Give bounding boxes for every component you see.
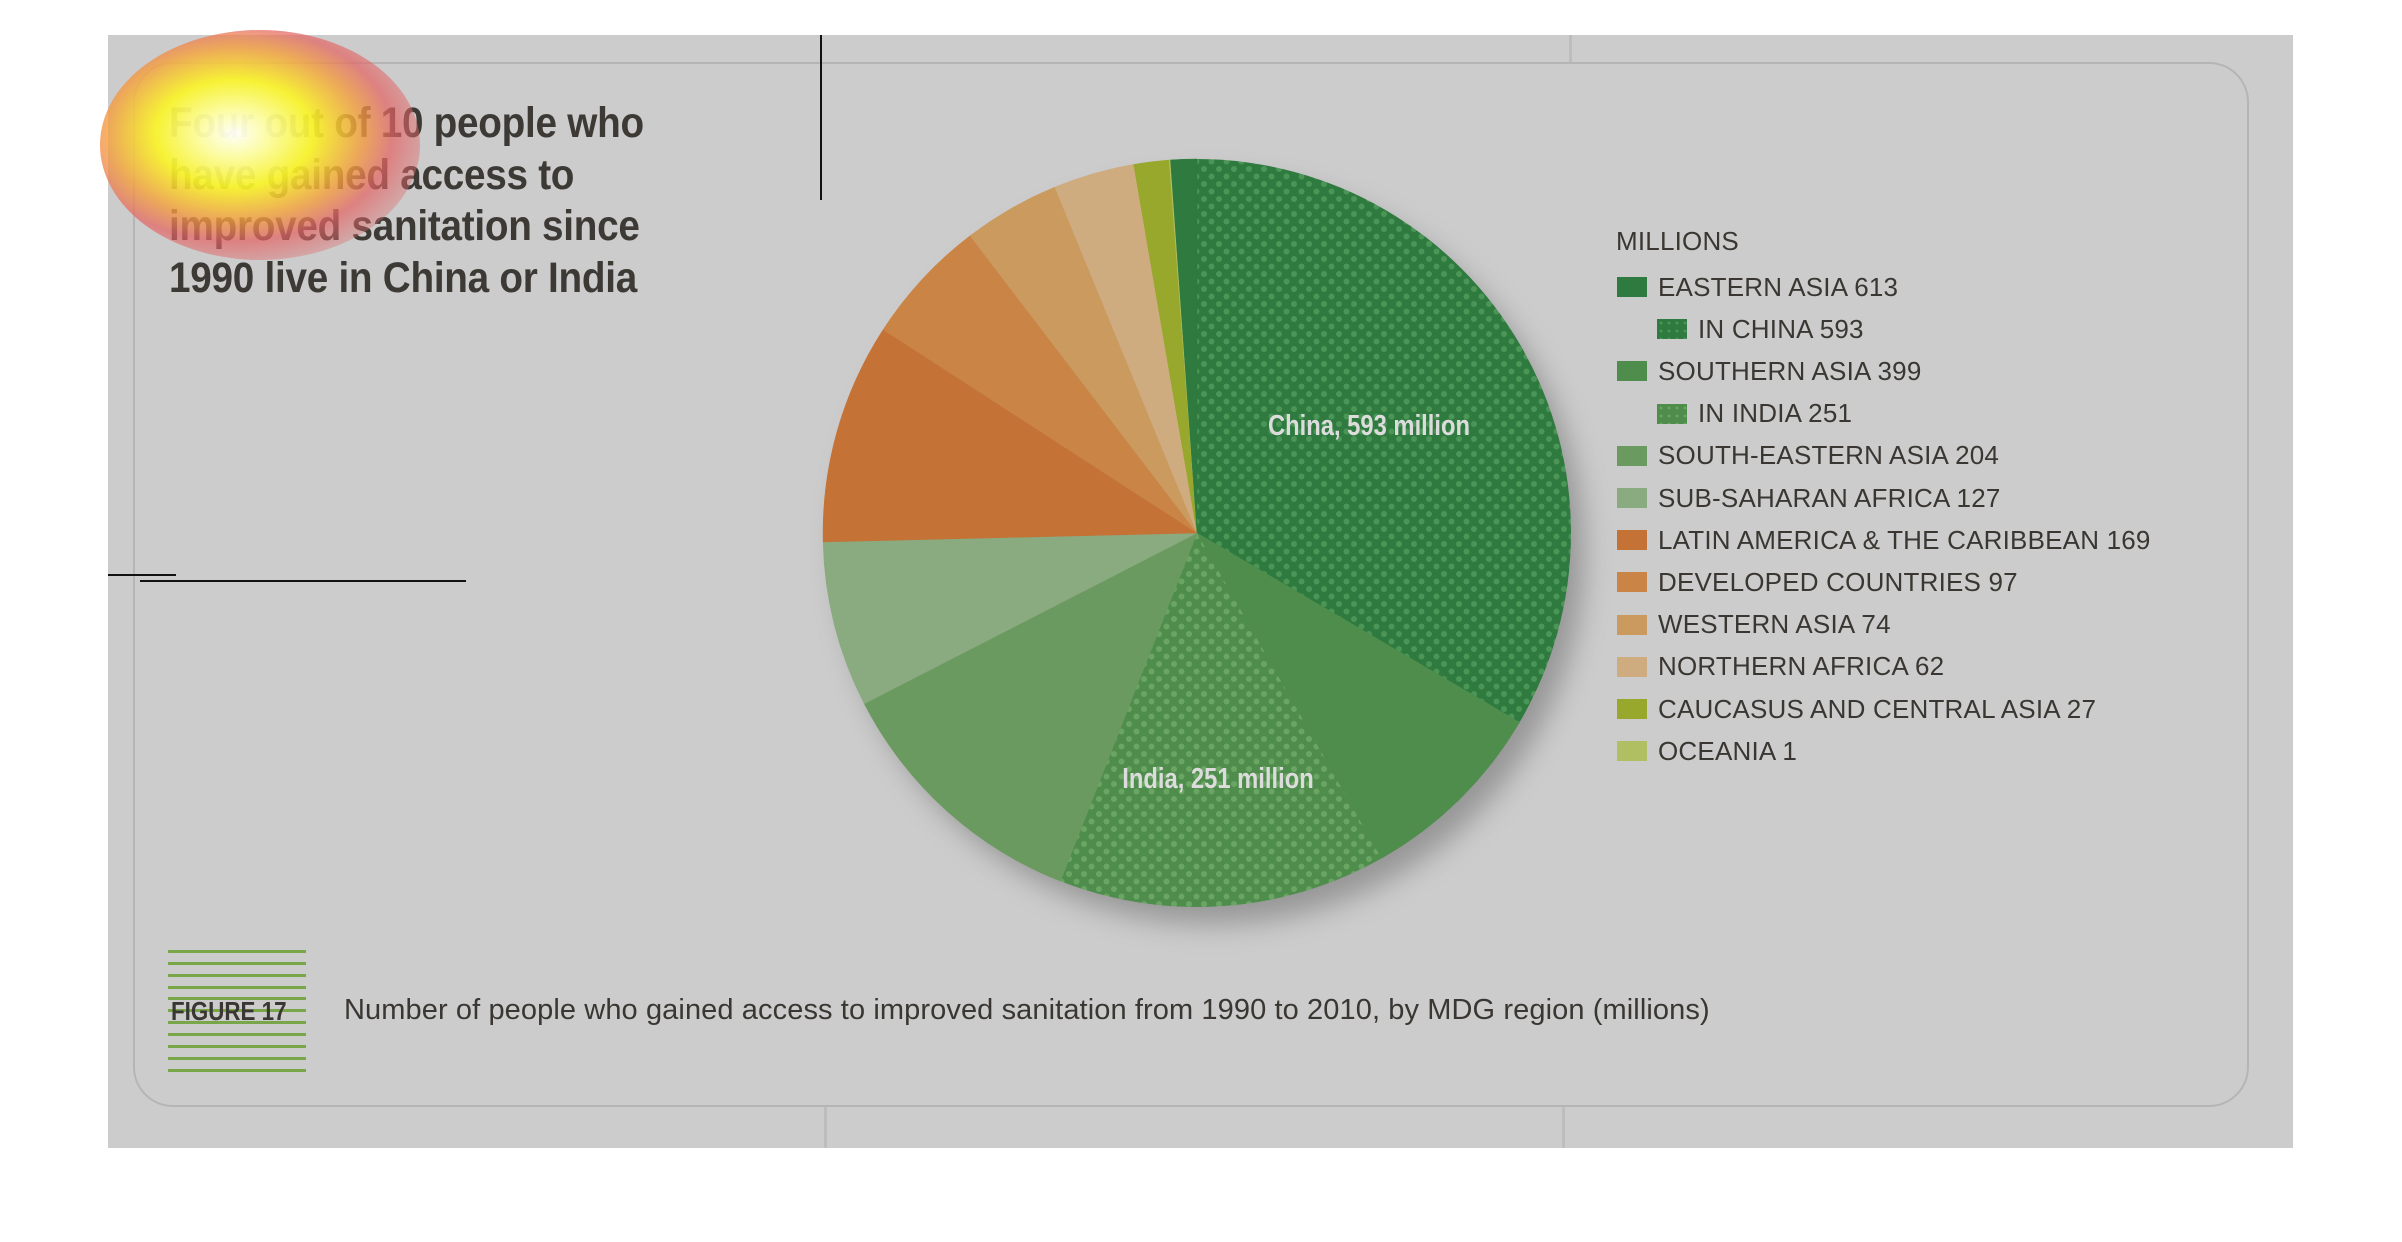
india-slice-label: India, 251 million — [1122, 762, 1313, 795]
figure-rule-line — [168, 1009, 306, 1013]
figure-caption: Number of people who gained access to im… — [344, 994, 1710, 1026]
legend-item: DEVELOPED COUNTRIES 97 — [1617, 567, 2018, 597]
legend-swatch — [1617, 488, 1647, 508]
pie-slice-china — [1197, 159, 1571, 723]
legend-label: NORTHERN AFRICA 62 — [1658, 651, 1945, 682]
top-divider-right — [1569, 35, 1572, 62]
legend-item: CAUCASUS AND CENTRAL ASIA 27 — [1617, 694, 2096, 724]
legend-label: SOUTHERN ASIA 399 — [1658, 355, 1922, 386]
legend-label: SOUTH-EASTERN ASIA 204 — [1658, 440, 2000, 471]
legend-swatch — [1617, 614, 1647, 635]
legend-label: IN CHINA 593 — [1698, 313, 1864, 344]
legend-swatch — [1617, 530, 1647, 551]
headline-line: 1990 live in China or India — [169, 253, 638, 302]
figure-number: FIGURE 17 — [171, 996, 287, 1026]
legend-item: EASTERN ASIA 613 — [1617, 272, 1898, 302]
pie-slice-eastern-asia-excl-china — [1170, 158, 1198, 534]
legend-label: CAUCASUS AND CENTRAL ASIA 27 — [1658, 693, 2097, 724]
bottom-divider-right — [1562, 1107, 1565, 1148]
legend-item: NORTHERN AFRICA 62 — [1617, 651, 1945, 682]
pie-slice-latin-america-the-caribbean — [822, 329, 1198, 543]
figure-rule-line — [168, 1032, 306, 1036]
figure-rule-line — [168, 1044, 306, 1048]
crop-mark-short — [108, 574, 176, 576]
legend-item: SUB-SAHARAN AFRICA 127 — [1617, 483, 2001, 513]
legend-title: MILLIONS — [1616, 226, 1739, 256]
legend-swatch — [1657, 319, 1687, 340]
pie-slices — [822, 158, 1571, 907]
legend-label: WESTERN ASIA 74 — [1658, 609, 1891, 640]
legend-swatch — [1617, 699, 1647, 719]
legend-item: IN CHINA 593 — [1657, 314, 1864, 344]
legend-label: EASTERN ASIA 613 — [1658, 271, 1899, 302]
figure-rule-line — [168, 997, 306, 1001]
pie-slice-southern-asia-excl-india — [1196, 532, 1520, 859]
legend-item: WESTERN ASIA 74 — [1617, 609, 1891, 640]
legend-label: LATIN AMERICA & THE CARIBBEAN 169 — [1658, 524, 2151, 555]
legend-swatch — [1617, 572, 1647, 593]
china-slice-label: China, 593 million — [1268, 409, 1470, 442]
figure-rule-line — [168, 1056, 306, 1060]
figure-rule-line — [168, 1021, 306, 1025]
legend-label: IN INDIA 251 — [1698, 398, 1853, 429]
crop-mark-vertical — [820, 35, 822, 200]
legend-item: OCEANIA 1 — [1617, 736, 1797, 766]
pie-slice-sub-saharan-africa — [822, 532, 1198, 705]
legend-swatch — [1657, 403, 1687, 424]
legend-label: SUB-SAHARAN AFRICA 127 — [1658, 482, 2001, 513]
figure-panel — [133, 62, 2249, 1107]
figure-rule-line — [168, 950, 306, 953]
figure-rule-line — [168, 973, 306, 977]
legend-swatch — [1617, 445, 1647, 466]
legend-label: DEVELOPED COUNTRIES 97 — [1658, 566, 2018, 597]
crop-mark-long — [140, 580, 466, 582]
pie-slice-south-eastern-asia — [863, 532, 1198, 882]
figure-rule-line — [168, 985, 306, 989]
legend-swatch — [1617, 277, 1647, 297]
legend-item: LATIN AMERICA & THE CARIBBEAN 169 — [1617, 525, 2151, 555]
pie-slice-india — [1060, 533, 1382, 907]
figure-rule-line — [168, 1068, 306, 1072]
legend-label: OCEANIA 1 — [1658, 735, 1798, 766]
legend-item: IN INDIA 251 — [1657, 398, 1853, 429]
legend-swatch — [1617, 361, 1647, 382]
legend-item: SOUTH-EASTERN ASIA 204 — [1617, 440, 2000, 471]
pie-labels: China, 593 million India, 251 million — [1122, 409, 1470, 795]
figure-rule-line — [168, 961, 306, 965]
bottom-divider-left — [824, 1107, 827, 1148]
legend-swatch — [1617, 741, 1647, 762]
legend-swatch — [1617, 656, 1647, 677]
legend-item: SOUTHERN ASIA 399 — [1617, 356, 1922, 386]
